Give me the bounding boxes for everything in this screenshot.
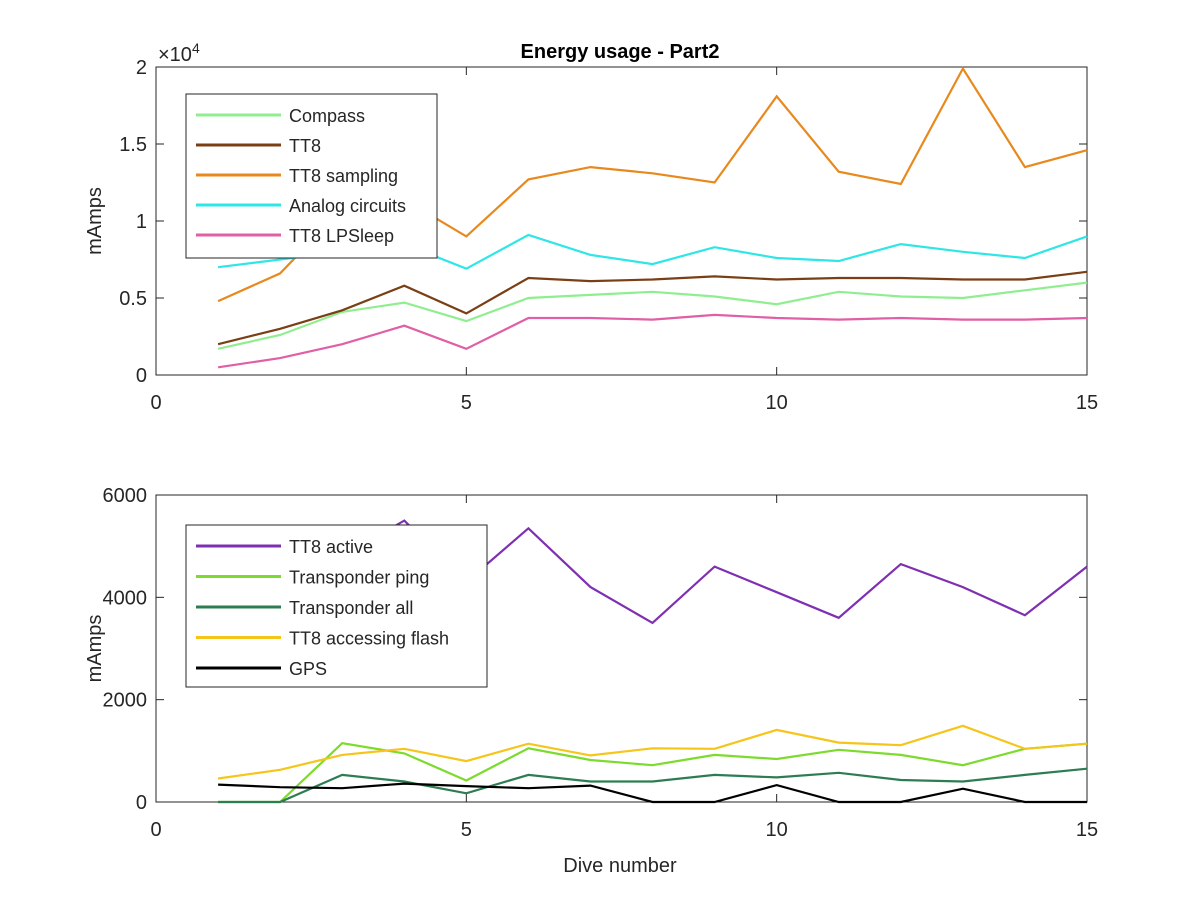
x-tick-label: 5	[461, 392, 472, 414]
legend-label: TT8	[289, 136, 321, 156]
y-tick-label: 2	[136, 57, 147, 79]
y-tick-label: 0	[136, 792, 147, 814]
y-tick-label: 0	[136, 365, 147, 387]
x-tick-label: 15	[1076, 392, 1098, 414]
y-axis-multiplier-exponent: 4	[192, 40, 200, 56]
legend-label: Transponder all	[289, 598, 413, 618]
legend-label: Analog circuits	[289, 196, 406, 216]
legend-label: TT8 sampling	[289, 166, 398, 186]
series-line	[218, 742, 1088, 804]
legend-label: TT8 LPSleep	[289, 226, 394, 246]
x-tick-label: 5	[461, 819, 472, 841]
bottom-plot: 0 5 10 15 0 2000 4000 6000 mAmps TT8 active Transp…	[84, 485, 1098, 841]
series-line	[217, 281, 1088, 350]
x-tick-label: 0	[150, 819, 161, 841]
y-tick-label: 0.5	[119, 288, 147, 310]
legend-label: GPS	[289, 659, 327, 679]
y-tick-label: 1.5	[119, 134, 147, 156]
series-line	[217, 724, 1088, 780]
legend-label: TT8 accessing flash	[289, 629, 449, 649]
series-line	[217, 270, 1088, 346]
x-tick-label: 10	[766, 819, 788, 841]
legend-label: Compass	[289, 106, 365, 126]
legend-box	[185, 93, 438, 259]
y-tick-label: 4000	[103, 587, 148, 609]
legend: TT8 active Transponder ping Transponder al…	[185, 524, 488, 688]
legend: Compass TT8 TT8 sampling Analog circuits TT8…	[185, 93, 438, 259]
x-tick-label: 0	[150, 392, 161, 414]
y-tick-label: 6000	[103, 485, 148, 507]
y-tick-label: 2000	[103, 690, 148, 712]
series-line	[217, 313, 1088, 369]
y-axis-label: mAmps	[84, 615, 106, 683]
y-axis-label: mAmps	[84, 187, 106, 255]
series-line	[218, 782, 1087, 804]
legend-label: Transponder ping	[289, 568, 429, 588]
x-axis-label: Dive number	[563, 855, 677, 877]
series-line	[218, 767, 1088, 804]
x-tick-label: 10	[766, 392, 788, 414]
y-tick-label: 1	[136, 211, 147, 233]
legend-label: TT8 active	[289, 537, 373, 557]
x-tick-label: 15	[1076, 819, 1098, 841]
figure-title: Energy usage - Part2	[521, 41, 720, 63]
